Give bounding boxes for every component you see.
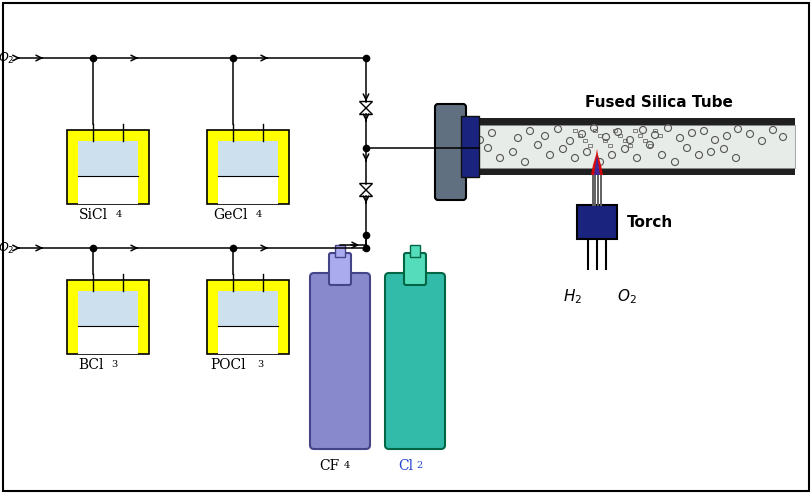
Bar — [217, 141, 277, 176]
Bar — [607, 143, 611, 147]
Bar — [652, 128, 656, 131]
Text: 4: 4 — [116, 210, 122, 219]
Text: Fused Silica Tube: Fused Silica Tube — [585, 95, 732, 110]
Bar — [217, 291, 277, 354]
Bar — [78, 141, 138, 204]
Text: Cl: Cl — [397, 459, 413, 473]
Bar — [67, 280, 148, 354]
Polygon shape — [359, 108, 372, 115]
Text: $O_2$: $O_2$ — [0, 241, 14, 255]
Text: 3: 3 — [257, 360, 264, 369]
Bar — [207, 130, 289, 204]
Polygon shape — [594, 155, 599, 175]
Bar — [647, 143, 651, 147]
Bar — [78, 141, 138, 176]
Text: CF: CF — [320, 459, 340, 473]
FancyBboxPatch shape — [310, 273, 370, 449]
Bar — [577, 205, 616, 239]
Bar — [617, 133, 621, 136]
FancyBboxPatch shape — [404, 253, 426, 285]
Bar — [67, 130, 148, 204]
Bar — [627, 143, 631, 147]
FancyBboxPatch shape — [328, 253, 350, 285]
Bar — [597, 133, 601, 136]
Bar — [603, 138, 607, 141]
Bar — [217, 291, 277, 326]
Bar — [217, 141, 277, 204]
Text: 4: 4 — [343, 461, 350, 470]
Bar — [462, 118, 794, 175]
Bar — [461, 116, 478, 177]
Text: $O_2$: $O_2$ — [0, 50, 14, 66]
Bar — [577, 133, 581, 136]
Bar — [582, 138, 586, 141]
Bar — [622, 138, 626, 141]
Text: SiCl: SiCl — [79, 208, 108, 222]
Bar — [633, 128, 636, 131]
Bar — [592, 128, 596, 131]
Bar — [335, 245, 345, 257]
Bar — [465, 125, 794, 168]
Bar — [657, 133, 661, 136]
Bar — [587, 143, 591, 147]
Polygon shape — [359, 101, 372, 108]
Text: $H_2$: $H_2$ — [563, 287, 581, 306]
Bar — [78, 291, 138, 326]
Text: 2: 2 — [416, 461, 423, 470]
Polygon shape — [359, 190, 372, 197]
Bar — [78, 291, 138, 354]
Text: Torch: Torch — [626, 214, 672, 230]
Text: POCl: POCl — [210, 358, 246, 372]
Bar — [207, 280, 289, 354]
Bar — [410, 245, 419, 257]
Bar — [573, 128, 577, 131]
Text: 3: 3 — [112, 360, 118, 369]
Bar — [642, 138, 646, 141]
Bar — [637, 133, 642, 136]
FancyBboxPatch shape — [384, 273, 444, 449]
Text: $O_2$: $O_2$ — [616, 287, 636, 306]
FancyBboxPatch shape — [435, 104, 466, 200]
Polygon shape — [590, 149, 603, 175]
Text: 4: 4 — [255, 210, 262, 219]
Polygon shape — [359, 183, 372, 190]
Text: BCl: BCl — [79, 358, 104, 372]
Bar — [612, 128, 616, 131]
Text: GeCl: GeCl — [213, 208, 247, 222]
